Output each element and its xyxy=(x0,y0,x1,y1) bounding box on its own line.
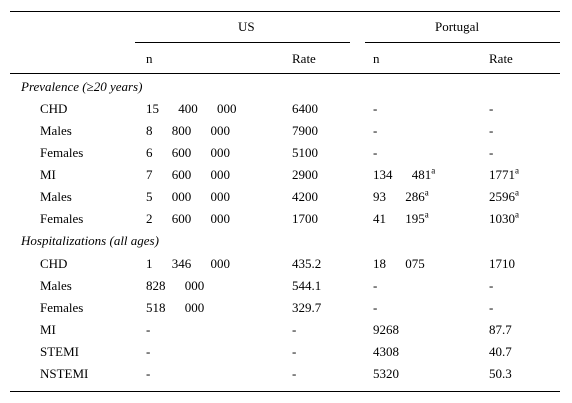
group-header: US xyxy=(238,19,255,34)
cell: - xyxy=(373,277,378,293)
cell: 435.2 xyxy=(292,255,322,271)
cell: 134 481a xyxy=(373,165,436,183)
cell-text: 134 481 xyxy=(373,167,432,183)
cell: 1710 xyxy=(489,255,515,271)
cell-text: 1771 xyxy=(489,167,515,183)
cell: 1030a xyxy=(489,209,519,227)
row-label: MI xyxy=(40,321,56,337)
column-header: n xyxy=(146,51,153,66)
cell: 6 600 000 xyxy=(146,145,230,161)
cell: 41 195a xyxy=(373,209,429,227)
cell: 18 075 xyxy=(373,255,425,271)
row-label: MI xyxy=(40,167,56,183)
cell: - xyxy=(292,365,297,381)
cell: 4200 xyxy=(292,189,318,205)
column-header: Rate xyxy=(489,51,513,66)
cell: 544.1 xyxy=(292,277,322,293)
cell: 1 346 000 xyxy=(146,255,230,271)
portugal-rule xyxy=(365,42,560,43)
us-rule xyxy=(135,42,350,43)
cell: 5320 xyxy=(373,365,399,381)
footnote-mark: a xyxy=(515,165,519,176)
cell: - xyxy=(373,123,378,139)
cell: 9268 xyxy=(373,321,399,337)
bottom-rule xyxy=(10,391,560,392)
cell: 2900 xyxy=(292,167,318,183)
cell: 2 600 000 xyxy=(146,211,230,227)
cell: - xyxy=(146,365,151,381)
footnote-mark: a xyxy=(515,209,519,220)
cell: 329.7 xyxy=(292,299,322,315)
row-label: Males xyxy=(40,123,72,139)
cell: - xyxy=(489,145,494,161)
cell: 15 400 000 xyxy=(146,101,237,117)
cell: 93 286a xyxy=(373,187,429,205)
cell-text: 2596 xyxy=(489,189,515,205)
header-rule xyxy=(10,73,560,74)
row-label: CHD xyxy=(40,101,68,117)
cell: - xyxy=(373,101,378,117)
cell: - xyxy=(292,321,297,337)
column-header: Rate xyxy=(292,51,316,66)
cell: - xyxy=(373,299,378,315)
footnote-mark: a xyxy=(424,209,429,220)
row-label: Females xyxy=(40,211,84,227)
row-label: Females xyxy=(40,145,84,161)
cell: 828 000 xyxy=(146,277,205,293)
cell: - xyxy=(489,123,494,139)
footnote-mark: a xyxy=(424,187,429,198)
cell: 1771a xyxy=(489,165,519,183)
cell-text: 41 195 xyxy=(373,211,425,227)
cell: - xyxy=(146,343,151,359)
cell-text: 93 286 xyxy=(373,189,425,205)
cell-text: 1030 xyxy=(489,211,515,227)
footnote-mark: a xyxy=(515,187,519,198)
cell: 4308 xyxy=(373,343,399,359)
cell: 1700 xyxy=(292,211,318,227)
cell: 50.3 xyxy=(489,365,512,381)
row-label: Females xyxy=(40,299,84,315)
section-title: Hospitalizations (all ages) xyxy=(21,233,159,249)
cell: 5 000 000 xyxy=(146,189,230,205)
top-rule xyxy=(10,11,560,12)
cell: 518 000 xyxy=(146,299,205,315)
row-label: Males xyxy=(40,277,72,293)
cell: - xyxy=(489,101,494,117)
row-label: CHD xyxy=(40,255,68,271)
column-header: n xyxy=(373,51,380,66)
row-label: Males xyxy=(40,189,72,205)
cell: 87.7 xyxy=(489,321,512,337)
cell: 7 600 000 xyxy=(146,167,230,183)
cell: 8 800 000 xyxy=(146,123,230,139)
cell: - xyxy=(489,299,494,315)
cell: - xyxy=(373,145,378,161)
row-label: NSTEMI xyxy=(40,365,89,381)
cell: 40.7 xyxy=(489,343,512,359)
cell: 7900 xyxy=(292,123,318,139)
section-title: Prevalence (≥20 years) xyxy=(21,79,143,94)
cell: 5100 xyxy=(292,145,318,161)
cell: 6400 xyxy=(292,101,318,117)
row-label: STEMI xyxy=(40,343,79,359)
footnote-mark: a xyxy=(431,165,436,176)
cell: - xyxy=(489,277,494,293)
cell: - xyxy=(292,343,297,359)
cell: 2596a xyxy=(489,187,519,205)
cell: - xyxy=(146,321,151,337)
group-header: Portugal xyxy=(435,19,480,34)
